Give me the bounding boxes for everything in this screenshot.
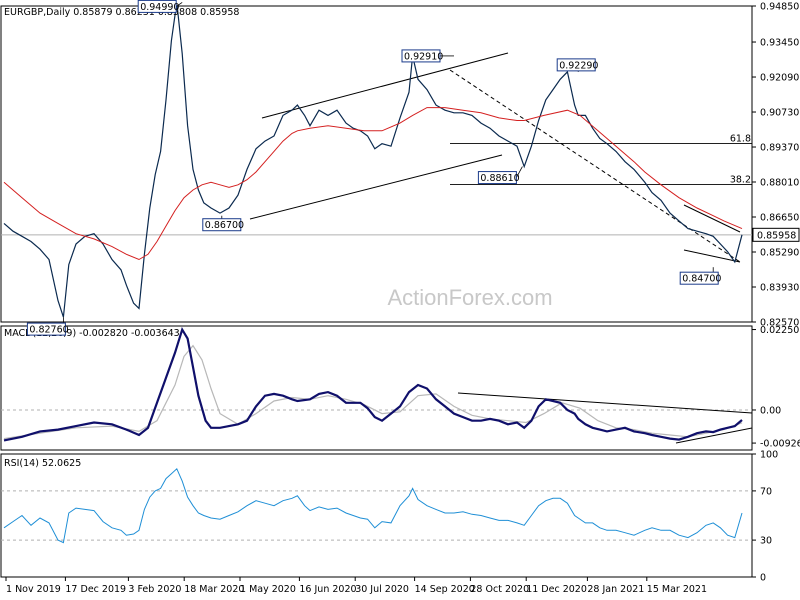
price-callout-box [401, 49, 441, 63]
x-tick-label: 28 Jan 2021 [587, 584, 644, 595]
x-tick-label: 17 Dec 2019 [65, 584, 126, 595]
macd-y-tick-label: 0.00 [760, 405, 781, 416]
macd-y-tick-label: -0.009262 [760, 439, 800, 450]
channel-upper-line [261, 52, 509, 119]
price-y-tick-label: 0.92090 [760, 73, 799, 84]
price-callout-label: 0.82760 [29, 325, 68, 336]
x-tick-label: 16 Jun 2020 [299, 584, 356, 595]
price-y-tick-label: 0.82570 [760, 318, 799, 329]
moving-average-line [3, 107, 743, 261]
x-tick-label: 30 Jul 2020 [355, 584, 409, 595]
price-y-tick-label: 0.83930 [760, 283, 799, 294]
watermark: ActionForex.com [387, 285, 552, 310]
price-callout-label: 0.94990 [140, 2, 179, 13]
price-callout-box [679, 271, 719, 285]
price-y-tick-label: 0.94850 [760, 2, 799, 13]
callout-leader [175, 2, 183, 7]
price-panel [0, 5, 753, 323]
rsi-y-tick-label: 100 [760, 450, 778, 461]
macd-panel-title: MACD(12,26,9) -0.002820 -0.003643 [4, 328, 180, 339]
x-tick-label: 3 Feb 2020 [128, 584, 181, 595]
price-y-tick-label: 0.90730 [760, 108, 799, 119]
fib-38-label: 38.2 [730, 175, 751, 186]
price-y-tick-label: 0.86650 [760, 213, 799, 224]
macd-support-line [675, 427, 752, 444]
price-y-tick-label: 0.85290 [760, 248, 799, 259]
x-tick-label: 15 Mar 2021 [647, 584, 707, 595]
price-callout-box [477, 171, 517, 185]
rsi-y-tick-label: 30 [760, 536, 772, 547]
price-callout-box [137, 0, 177, 13]
rsi-panel [0, 453, 753, 578]
macd-line [3, 326, 743, 442]
price-y-tick-label: 0.93450 [760, 38, 799, 49]
fib-61-label: 61.8 [730, 133, 751, 144]
rsi-panel-title: RSI(14) 52.0625 [4, 458, 81, 469]
price-callout-label: 0.84700 [682, 274, 721, 285]
rsi-y-tick-label: 0 [760, 573, 766, 584]
rsi-line [3, 467, 743, 544]
price-panel-title: EURGBP,Daily 0.85879 0.86231 0.85808 0.8… [4, 7, 239, 18]
wedge-lower-line [683, 249, 741, 263]
price-y-tick-label: 0.88010 [760, 178, 799, 189]
price-callout-box [202, 218, 242, 232]
x-tick-label: 1 May 2020 [240, 584, 296, 595]
price-series-line [3, 6, 743, 318]
macd-resistance-line [457, 392, 752, 414]
price-callout-label: 0.92910 [404, 51, 443, 62]
channel-lower-line [249, 154, 503, 220]
x-tick-label: 18 Mar 2020 [184, 584, 244, 595]
x-tick-label: 11 Dec 2020 [526, 584, 587, 595]
price-callout-box [26, 322, 66, 336]
price-callout-label: 0.88610 [480, 173, 519, 184]
price-callout-label: 0.92290 [559, 60, 598, 71]
wedge-upper-line [683, 204, 741, 233]
callout-leader [516, 166, 523, 178]
x-tick-label: 28 Oct 2020 [470, 584, 529, 595]
macd-y-tick-label: 0.022507 [760, 325, 800, 336]
price-callout-label: 0.86700 [205, 220, 244, 231]
x-tick-label: 14 Sep 2020 [415, 584, 475, 595]
current-price-label: 0.85958 [757, 230, 796, 241]
price-y-tick-label: 0.89370 [760, 143, 799, 154]
x-tick-label: 1 Nov 2019 [6, 584, 61, 595]
current-price-box [752, 227, 800, 242]
rsi-y-tick-label: 70 [760, 486, 772, 497]
price-callout-box [556, 58, 596, 72]
